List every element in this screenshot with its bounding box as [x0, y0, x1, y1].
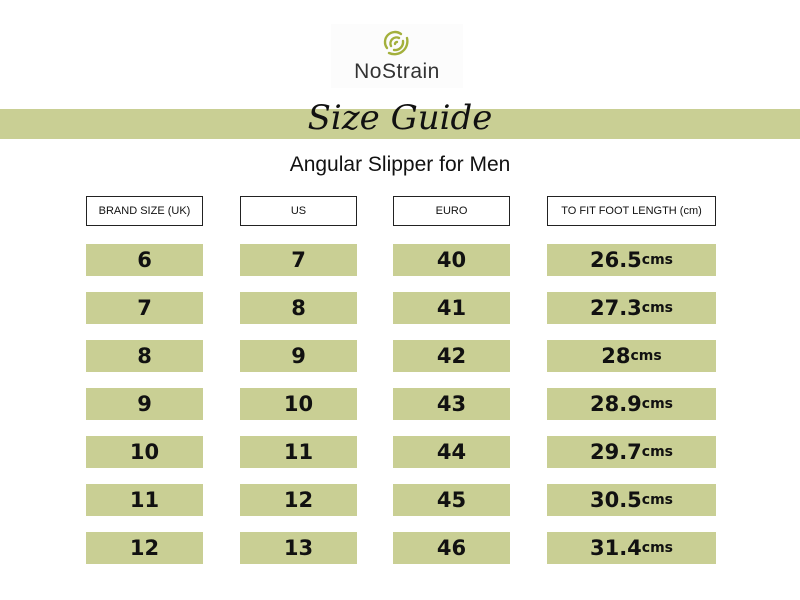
cell-euro-size: 45	[393, 484, 510, 516]
cell-euro-size: 41	[393, 292, 510, 324]
header-uk-size: BRAND SIZE (UK)	[86, 196, 203, 226]
cell-foot-length: 30.5 cms	[547, 484, 716, 516]
cell-us-size: 8	[240, 292, 357, 324]
cell-value: 28.9	[589, 392, 642, 416]
cell-us-size: 11	[240, 436, 357, 468]
cell-value: 7	[291, 248, 306, 272]
cell-euro-size: 44	[393, 436, 510, 468]
cell-euro-size: 46	[393, 532, 510, 564]
cell-value: 10	[283, 392, 314, 416]
cell-value: 11	[129, 488, 160, 512]
cell-uk-size: 7	[86, 292, 203, 324]
header-foot-length: TO FIT FOOT LENGTH (cm)	[547, 196, 716, 226]
cell-value: 10	[129, 440, 160, 464]
cell-uk-size: 11	[86, 484, 203, 516]
cell-value: 27.3	[589, 296, 642, 320]
cell-us-size: 10	[240, 388, 357, 420]
cell-euro-size: 42	[393, 340, 510, 372]
unit-label: cms	[641, 444, 674, 460]
cell-value: 11	[283, 440, 314, 464]
cell-us-size: 7	[240, 244, 357, 276]
fingerprint-logo-icon	[383, 30, 409, 56]
cell-value: 30.5	[589, 488, 642, 512]
cell-uk-size: 10	[86, 436, 203, 468]
cell-value: 13	[283, 536, 314, 560]
cell-value: 28	[601, 344, 631, 368]
cell-uk-size: 9	[86, 388, 203, 420]
cell-euro-size: 40	[393, 244, 510, 276]
cell-value: 26.5	[589, 248, 642, 272]
cell-foot-length: 27.3 cms	[547, 292, 716, 324]
cell-us-size: 9	[240, 340, 357, 372]
cell-foot-length: 28.9 cms	[547, 388, 716, 420]
cell-value: 9	[291, 344, 306, 368]
cell-value: 29.7	[589, 440, 642, 464]
page-title: Size Guide	[307, 98, 493, 138]
cell-value: 12	[283, 488, 314, 512]
cell-foot-length: 28 cms	[547, 340, 716, 372]
cell-value: 8	[291, 296, 306, 320]
header-euro-size: EURO	[393, 196, 510, 226]
cell-uk-size: 8	[86, 340, 203, 372]
cell-value: 12	[129, 536, 160, 560]
cell-foot-length: 26.5 cms	[547, 244, 716, 276]
unit-label: cms	[641, 396, 674, 412]
cell-value: 46	[436, 536, 467, 560]
unit-label: cms	[641, 540, 674, 556]
cell-value: 31.4	[589, 536, 642, 560]
cell-value: 43	[436, 392, 467, 416]
cell-value: 42	[436, 344, 467, 368]
cell-value: 8	[137, 344, 152, 368]
cell-value: 41	[436, 296, 467, 320]
cell-value: 45	[436, 488, 467, 512]
cell-value: 6	[137, 248, 152, 272]
unit-label: cms	[641, 252, 674, 268]
title-banner	[0, 109, 800, 139]
unit-label: cms	[641, 492, 674, 508]
logo: NoStrain	[331, 24, 463, 88]
cell-value: 9	[137, 392, 152, 416]
cell-value: 44	[436, 440, 467, 464]
cell-uk-size: 6	[86, 244, 203, 276]
cell-euro-size: 43	[393, 388, 510, 420]
cell-value: 7	[137, 296, 152, 320]
cell-value: 40	[436, 248, 467, 272]
brand-name: NoStrain	[354, 60, 440, 83]
cell-foot-length: 29.7 cms	[547, 436, 716, 468]
unit-label: cms	[641, 300, 674, 316]
product-subtitle: Angular Slipper for Men	[289, 153, 511, 176]
cell-foot-length: 31.4 cms	[547, 532, 716, 564]
cell-us-size: 13	[240, 532, 357, 564]
cell-uk-size: 12	[86, 532, 203, 564]
cell-us-size: 12	[240, 484, 357, 516]
unit-label: cms	[630, 348, 662, 364]
header-us-size: US	[240, 196, 357, 226]
